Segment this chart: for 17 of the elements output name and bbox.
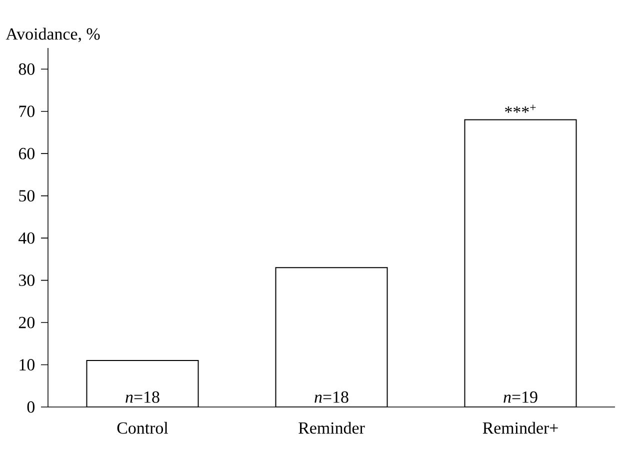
y-tick-label: 70 (19, 106, 35, 118)
annotation: n=18 (126, 391, 160, 403)
annotation: n=19 (504, 391, 538, 403)
y-tick-label: 80 (18, 63, 35, 75)
y-tick-label: 40 (18, 232, 35, 244)
y-axis-title: Avoidance, % (6, 28, 100, 42)
y-tick-label: 10 (20, 359, 35, 370)
y-tick-label: 20 (18, 316, 35, 328)
x-tick-label: Control (117, 422, 168, 434)
y-tick-label: 30 (19, 274, 35, 286)
y-tick-label: 60 (18, 148, 35, 160)
x-tick-label: Reminder (298, 422, 365, 434)
y-tick-label: 0 (27, 401, 35, 413)
y-tick-label: 50 (19, 190, 35, 202)
annotation: ***$^{+}$ (505, 104, 536, 113)
annotation: n=18 (314, 391, 348, 403)
x-tick-label: Reminder+ (482, 422, 558, 434)
